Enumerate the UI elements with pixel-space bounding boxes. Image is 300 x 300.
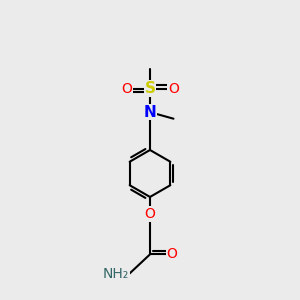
Text: O: O [121,82,132,96]
Text: S: S [145,81,155,96]
Text: O: O [168,82,179,96]
Text: NH₂: NH₂ [103,267,129,281]
Text: O: O [167,247,178,261]
Text: O: O [145,207,155,221]
Text: N: N [144,105,156,120]
